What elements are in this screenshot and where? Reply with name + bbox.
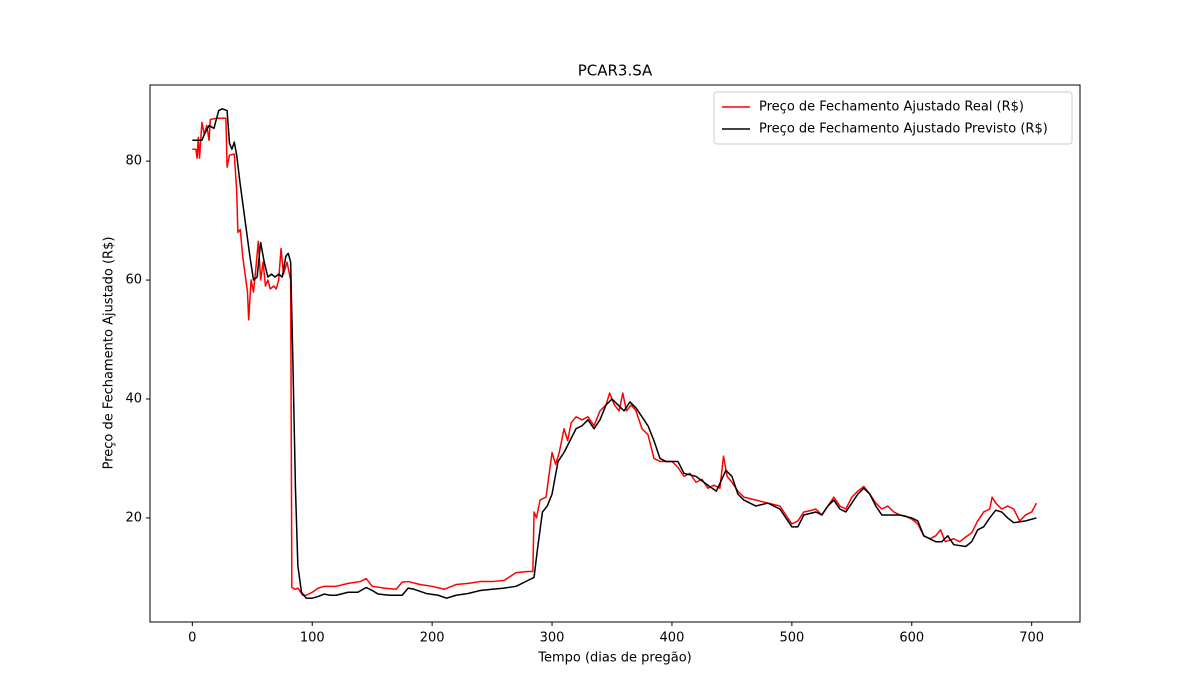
legend-label: Preço de Fechamento Ajustado Real (R$) — [759, 100, 1024, 115]
x-tick-label: 700 — [1019, 631, 1044, 646]
y-tick-label: 80 — [125, 154, 142, 169]
y-tick-label: 20 — [125, 510, 142, 525]
x-tick-label: 0 — [188, 631, 196, 646]
y-tick-label: 60 — [125, 273, 142, 288]
x-tick-label: 200 — [420, 631, 445, 646]
plot-frame — [149, 84, 1081, 623]
legend-label: Preço de Fechamento Ajustado Previsto (R… — [759, 122, 1048, 137]
x-tick-label: 100 — [300, 631, 325, 646]
y-tick-label: 40 — [125, 391, 142, 406]
line-series — [192, 108, 1037, 599]
legend-box — [713, 91, 1073, 145]
x-tick-label: 600 — [899, 631, 924, 646]
line-series — [192, 117, 1038, 596]
x-tick-label: 400 — [660, 631, 685, 646]
chart-title: PCAR3.SA — [578, 62, 653, 80]
x-axis-label: Tempo (dias de pregão) — [537, 651, 691, 666]
x-tick-label: 500 — [779, 631, 804, 646]
x-tick-label: 300 — [540, 631, 565, 646]
y-axis-label: Preço de Fechamento Ajustado (R$) — [102, 237, 117, 470]
